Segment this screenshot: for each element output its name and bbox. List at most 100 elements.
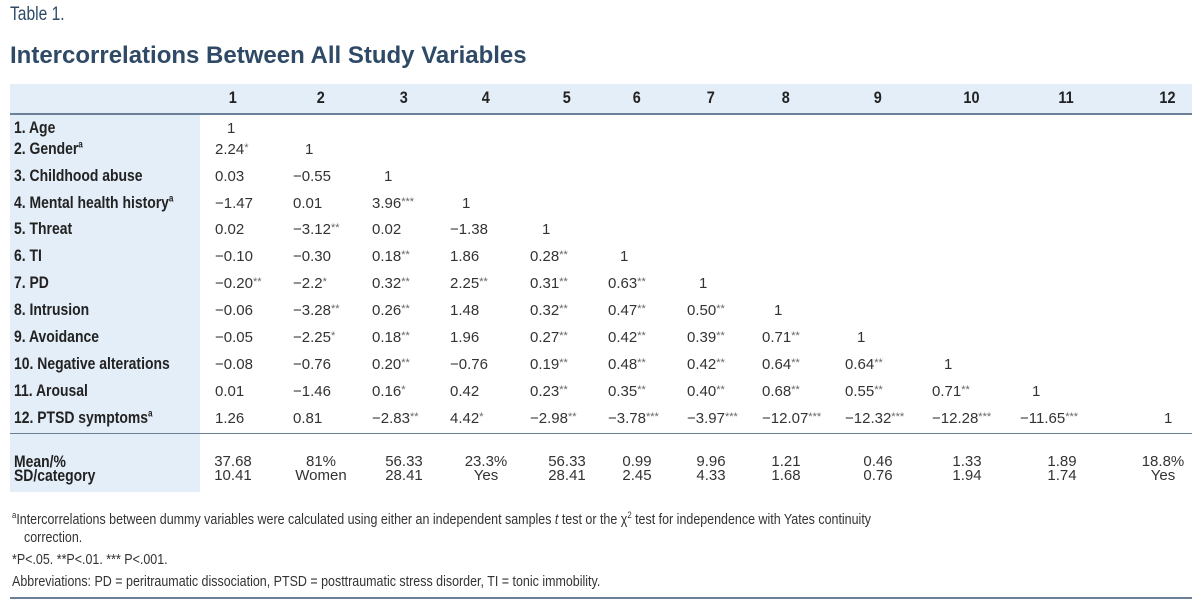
footnote-text: test for independence with Yates continu… bbox=[631, 511, 872, 528]
cell-value: 0.42 bbox=[687, 356, 717, 373]
row-label-text: 8. Intrusion bbox=[14, 300, 90, 319]
table-cell: −12.28*** bbox=[932, 410, 991, 427]
significance-stars: * bbox=[330, 330, 336, 342]
cell-value: 1 bbox=[774, 302, 783, 319]
significance-stars: ** bbox=[637, 384, 646, 396]
significance-stars: ** bbox=[637, 276, 646, 288]
table-cell: 0.40** bbox=[687, 383, 725, 400]
significance-stars: ** bbox=[559, 384, 568, 396]
table-cell: 0.31** bbox=[530, 275, 568, 292]
sd-value: 28.41 bbox=[548, 467, 586, 484]
cell-value: 0.32 bbox=[530, 302, 560, 319]
table-cell: −0.30 bbox=[293, 248, 331, 265]
cell-value: 1 bbox=[944, 356, 953, 373]
sd-value: 1.68 bbox=[771, 467, 801, 484]
significance-stars: ** bbox=[716, 384, 725, 396]
significance-stars: ** bbox=[409, 411, 419, 423]
significance-stars: ** bbox=[401, 303, 410, 315]
sd-value: 0.76 bbox=[863, 467, 893, 484]
significance-stars: ** bbox=[559, 276, 568, 288]
row-label: 4. Mental health historya bbox=[14, 193, 173, 213]
cell-value: −0.30 bbox=[293, 248, 331, 265]
significance-stars: ** bbox=[567, 411, 577, 423]
table-row: 4. Mental health historya −1.47 0.01 3.96**… bbox=[0, 193, 1200, 217]
table-row: 7. PD −0.20** −2.2* 0.32** 2.25** 0.31** 0.63*… bbox=[0, 273, 1200, 297]
significance-stars: *** bbox=[724, 411, 738, 423]
summary-mean-row: Mean/% bbox=[0, 452, 1200, 476]
row-label-text: 3. Childhood abuse bbox=[14, 166, 143, 185]
cell-value: 1 bbox=[1032, 383, 1041, 400]
sd-value: 1.94 bbox=[952, 467, 982, 484]
table-cell: −3.28** bbox=[293, 302, 340, 319]
table-cell: 0.35** bbox=[608, 383, 646, 400]
row-label-text: 9. Avoidance bbox=[14, 327, 99, 346]
significance-stars: ** bbox=[559, 330, 568, 342]
cell-value: 0.50 bbox=[687, 302, 717, 319]
table-row: 9. Avoidance −0.05 −2.25* 0.18** 1.96 0.27** 0… bbox=[0, 327, 1200, 351]
cell-value: 1 bbox=[305, 141, 314, 158]
row-label: 2. Gendera bbox=[14, 139, 83, 159]
table-row: 12. PTSD symptomsa 1.26 0.81 −2.83** 4.42* −2… bbox=[0, 408, 1200, 432]
cell-value: 2.24 bbox=[215, 141, 245, 158]
row-label-footnote: a bbox=[148, 408, 153, 420]
table-cell: 1 bbox=[620, 248, 628, 265]
table-cell: 3.96*** bbox=[372, 195, 414, 212]
table-cell: 1 bbox=[699, 275, 707, 292]
significance-stars: ** bbox=[716, 357, 725, 369]
table-title: Intercorrelations Between All Study Vari… bbox=[10, 42, 527, 69]
significance-stars: ** bbox=[479, 276, 488, 288]
significance-stars: ** bbox=[559, 303, 568, 315]
cell-value: 0.26 bbox=[372, 302, 402, 319]
cell-value: 0.02 bbox=[372, 221, 402, 238]
mean-value: 56.33 bbox=[548, 453, 586, 470]
cell-value: 0.71 bbox=[932, 383, 962, 400]
table-row: 10. Negative alterations −0.08 −0.76 0.20**… bbox=[0, 354, 1200, 378]
summary-sd-row: SD/category bbox=[0, 466, 1200, 490]
column-header: 11 bbox=[1058, 88, 1074, 107]
significance-stars: ** bbox=[637, 330, 646, 342]
table-cell: −3.12** bbox=[293, 221, 340, 238]
mean-value: 0.99 bbox=[622, 453, 652, 470]
table-cell: 0.42 bbox=[450, 383, 479, 400]
cell-value: 0.35 bbox=[608, 383, 638, 400]
row-label-text: 7. PD bbox=[14, 273, 49, 292]
table-cell: 1 bbox=[857, 329, 865, 346]
sd-value: Women bbox=[295, 467, 347, 484]
cell-value: 0.40 bbox=[687, 383, 717, 400]
footnote-significance: *P<.05. **P<.01. *** P<.001. bbox=[12, 552, 168, 568]
sd-value: 4.33 bbox=[696, 467, 726, 484]
cell-value: −12.28 bbox=[932, 410, 979, 427]
significance-stars: *** bbox=[808, 411, 822, 423]
footnote-a-continued: correction. bbox=[24, 530, 83, 546]
cell-value: 0.20 bbox=[372, 356, 402, 373]
cell-value: 0.23 bbox=[530, 383, 560, 400]
cell-value: 0.55 bbox=[845, 383, 875, 400]
cell-value: −1.47 bbox=[215, 195, 253, 212]
table-cell: 0.20** bbox=[372, 356, 410, 373]
mean-value: 37.68 bbox=[214, 453, 252, 470]
table-cell: 0.02 bbox=[215, 221, 244, 238]
significance-stars: *** bbox=[1065, 411, 1079, 423]
row-label-text: 1. Age bbox=[14, 118, 56, 137]
cell-value: 0.64 bbox=[845, 356, 875, 373]
table-cell: 0.23** bbox=[530, 383, 568, 400]
cell-value: −3.12 bbox=[293, 221, 331, 238]
cell-value: −11.65 bbox=[1020, 410, 1066, 427]
significance-stars: *** bbox=[645, 411, 659, 423]
cell-value: −0.76 bbox=[293, 356, 331, 373]
table-cell: −0.08 bbox=[215, 356, 253, 373]
significance-stars: * bbox=[479, 411, 484, 423]
cell-value: −1.46 bbox=[293, 383, 331, 400]
cell-value: −2.25 bbox=[293, 329, 331, 346]
row-label: 9. Avoidance bbox=[14, 327, 99, 347]
table-cell: 4.42* bbox=[450, 410, 483, 427]
table-cell: 0.42** bbox=[687, 356, 725, 373]
table-cell: 0.47** bbox=[608, 302, 646, 319]
table-cell: 0.48** bbox=[608, 356, 646, 373]
column-header: 6 bbox=[632, 88, 641, 107]
significance-stars: * bbox=[244, 142, 249, 154]
cell-value: 0.48 bbox=[608, 356, 638, 373]
header-band bbox=[10, 84, 1192, 113]
table-cell: 0.18** bbox=[372, 248, 410, 265]
significance-stars: ** bbox=[874, 357, 883, 369]
